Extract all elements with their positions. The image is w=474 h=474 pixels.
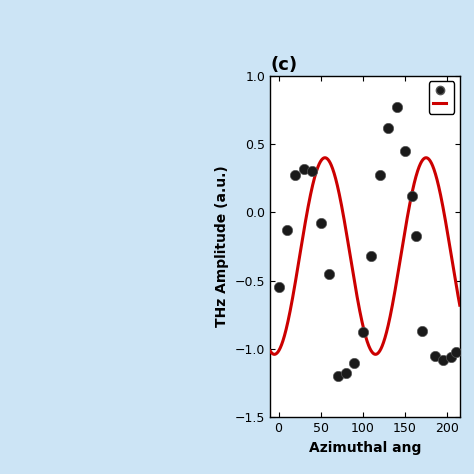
Point <box>384 124 392 131</box>
Point <box>300 165 308 173</box>
Point <box>408 192 416 200</box>
Point <box>376 172 383 179</box>
Point <box>447 353 455 361</box>
Point <box>351 359 358 366</box>
Point <box>431 352 438 359</box>
Point <box>334 373 341 380</box>
X-axis label: Azimuthal ang: Azimuthal ang <box>309 440 421 455</box>
Point <box>342 370 350 377</box>
Point <box>439 356 447 364</box>
Point <box>317 219 325 227</box>
Point <box>412 232 420 239</box>
Y-axis label: THz Amplitude (a.u.): THz Amplitude (a.u.) <box>215 165 229 328</box>
Point <box>393 103 401 111</box>
Point <box>452 348 459 356</box>
Point <box>283 226 291 234</box>
Point <box>292 172 299 179</box>
Text: (c): (c) <box>270 56 297 74</box>
Point <box>325 270 333 278</box>
Legend: , : , <box>428 82 454 114</box>
Point <box>418 328 426 335</box>
Point <box>309 168 316 175</box>
Point <box>359 328 367 336</box>
Point <box>401 147 409 155</box>
Point <box>275 283 283 291</box>
Point <box>367 252 375 260</box>
